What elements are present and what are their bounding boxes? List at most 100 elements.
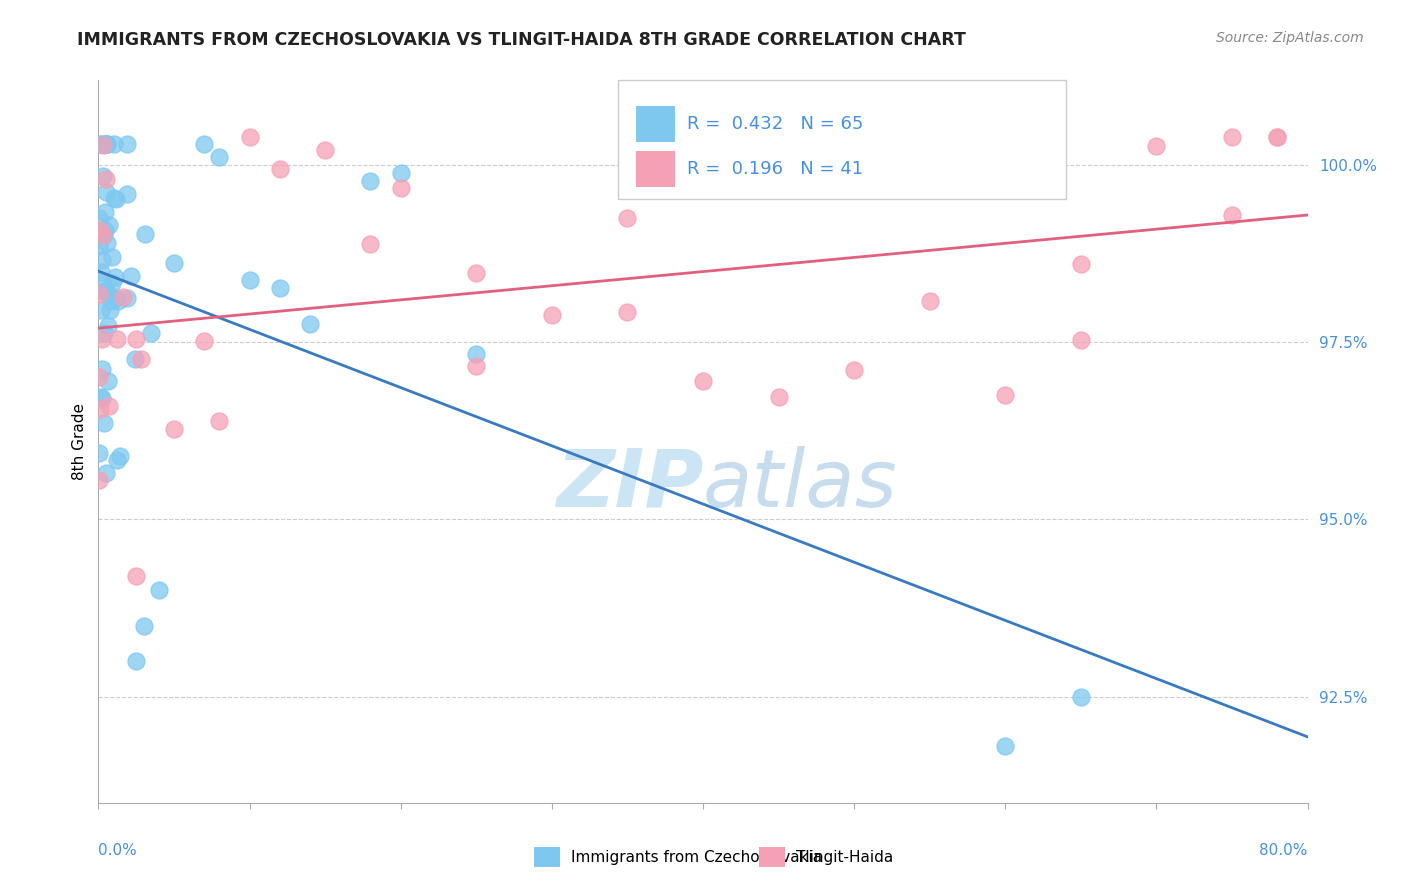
Point [91, 332, 114, 346]
Point [117, 291, 139, 305]
Point [91, 228, 114, 243]
Point [107, 293, 129, 308]
Point [314, 143, 336, 157]
Point [89, 222, 111, 236]
Point [89, 390, 111, 404]
Point [616, 305, 638, 319]
Point [96, 185, 118, 199]
Point [115, 187, 138, 202]
Point [540, 308, 562, 322]
Point [239, 272, 262, 286]
Point [994, 388, 1017, 402]
FancyBboxPatch shape [637, 151, 675, 187]
Point [90, 136, 112, 151]
Point [97, 400, 120, 414]
Text: Immigrants from Czechoslovakia: Immigrants from Czechoslovakia [571, 850, 823, 864]
Point [1070, 333, 1092, 347]
Point [89, 446, 111, 460]
Point [112, 290, 135, 304]
Point [89, 370, 111, 384]
Point [125, 569, 148, 583]
FancyBboxPatch shape [637, 105, 675, 142]
Point [98, 303, 121, 318]
Point [465, 266, 488, 280]
Point [91, 274, 114, 288]
Point [110, 450, 132, 464]
Point [94, 136, 117, 151]
Point [93, 326, 115, 341]
Point [97, 219, 120, 233]
Text: atlas: atlas [703, 446, 898, 524]
Text: R =  0.196   N = 41: R = 0.196 N = 41 [688, 161, 863, 178]
Point [91, 362, 114, 376]
Point [94, 222, 117, 236]
Point [465, 347, 488, 361]
Point [1220, 208, 1243, 222]
Point [96, 236, 118, 251]
Point [692, 374, 714, 388]
Point [93, 136, 115, 151]
Point [89, 402, 111, 417]
Point [208, 149, 231, 163]
Text: 0.0%: 0.0% [98, 843, 138, 858]
Text: ZIP: ZIP [555, 446, 703, 524]
Point [1267, 130, 1289, 145]
Point [125, 654, 148, 668]
Point [93, 416, 115, 430]
Text: Tlingit-Haida: Tlingit-Haida [796, 850, 893, 864]
Point [90, 391, 112, 405]
Point [103, 136, 125, 151]
Text: 80.0%: 80.0% [1260, 843, 1308, 858]
Point [101, 276, 124, 290]
Point [91, 169, 114, 183]
Point [90, 265, 112, 279]
Point [124, 352, 146, 367]
Point [96, 136, 118, 151]
Point [129, 352, 152, 367]
Point [89, 286, 111, 301]
Point [103, 190, 125, 204]
Point [100, 293, 122, 308]
Point [389, 181, 412, 195]
Point [844, 362, 866, 376]
Point [93, 284, 115, 298]
Point [104, 269, 127, 284]
Point [141, 326, 163, 341]
Point [97, 374, 120, 388]
Point [89, 239, 111, 253]
Point [134, 227, 156, 242]
Point [360, 174, 382, 188]
Point [239, 130, 262, 145]
Point [768, 390, 790, 404]
Point [91, 138, 114, 153]
Point [465, 359, 488, 374]
Point [1070, 690, 1092, 704]
Point [1146, 139, 1168, 153]
Point [389, 166, 412, 180]
Point [101, 251, 124, 265]
Point [360, 237, 382, 252]
Point [163, 422, 186, 436]
Point [918, 146, 941, 161]
Point [89, 136, 111, 151]
Y-axis label: 8th Grade: 8th Grade [72, 403, 87, 480]
Point [89, 211, 111, 225]
Text: Source: ZipAtlas.com: Source: ZipAtlas.com [1216, 31, 1364, 45]
Point [89, 473, 111, 487]
Point [97, 318, 120, 333]
Point [94, 172, 117, 186]
Point [96, 136, 118, 151]
Point [125, 332, 148, 346]
Point [208, 414, 231, 428]
Point [120, 268, 142, 283]
Point [193, 334, 215, 348]
Point [93, 228, 115, 243]
Point [616, 211, 638, 226]
Point [148, 583, 170, 598]
Point [1267, 130, 1289, 145]
Point [105, 452, 128, 467]
Point [132, 618, 155, 632]
Point [90, 303, 112, 318]
Point [1070, 257, 1092, 271]
Point [104, 292, 127, 306]
